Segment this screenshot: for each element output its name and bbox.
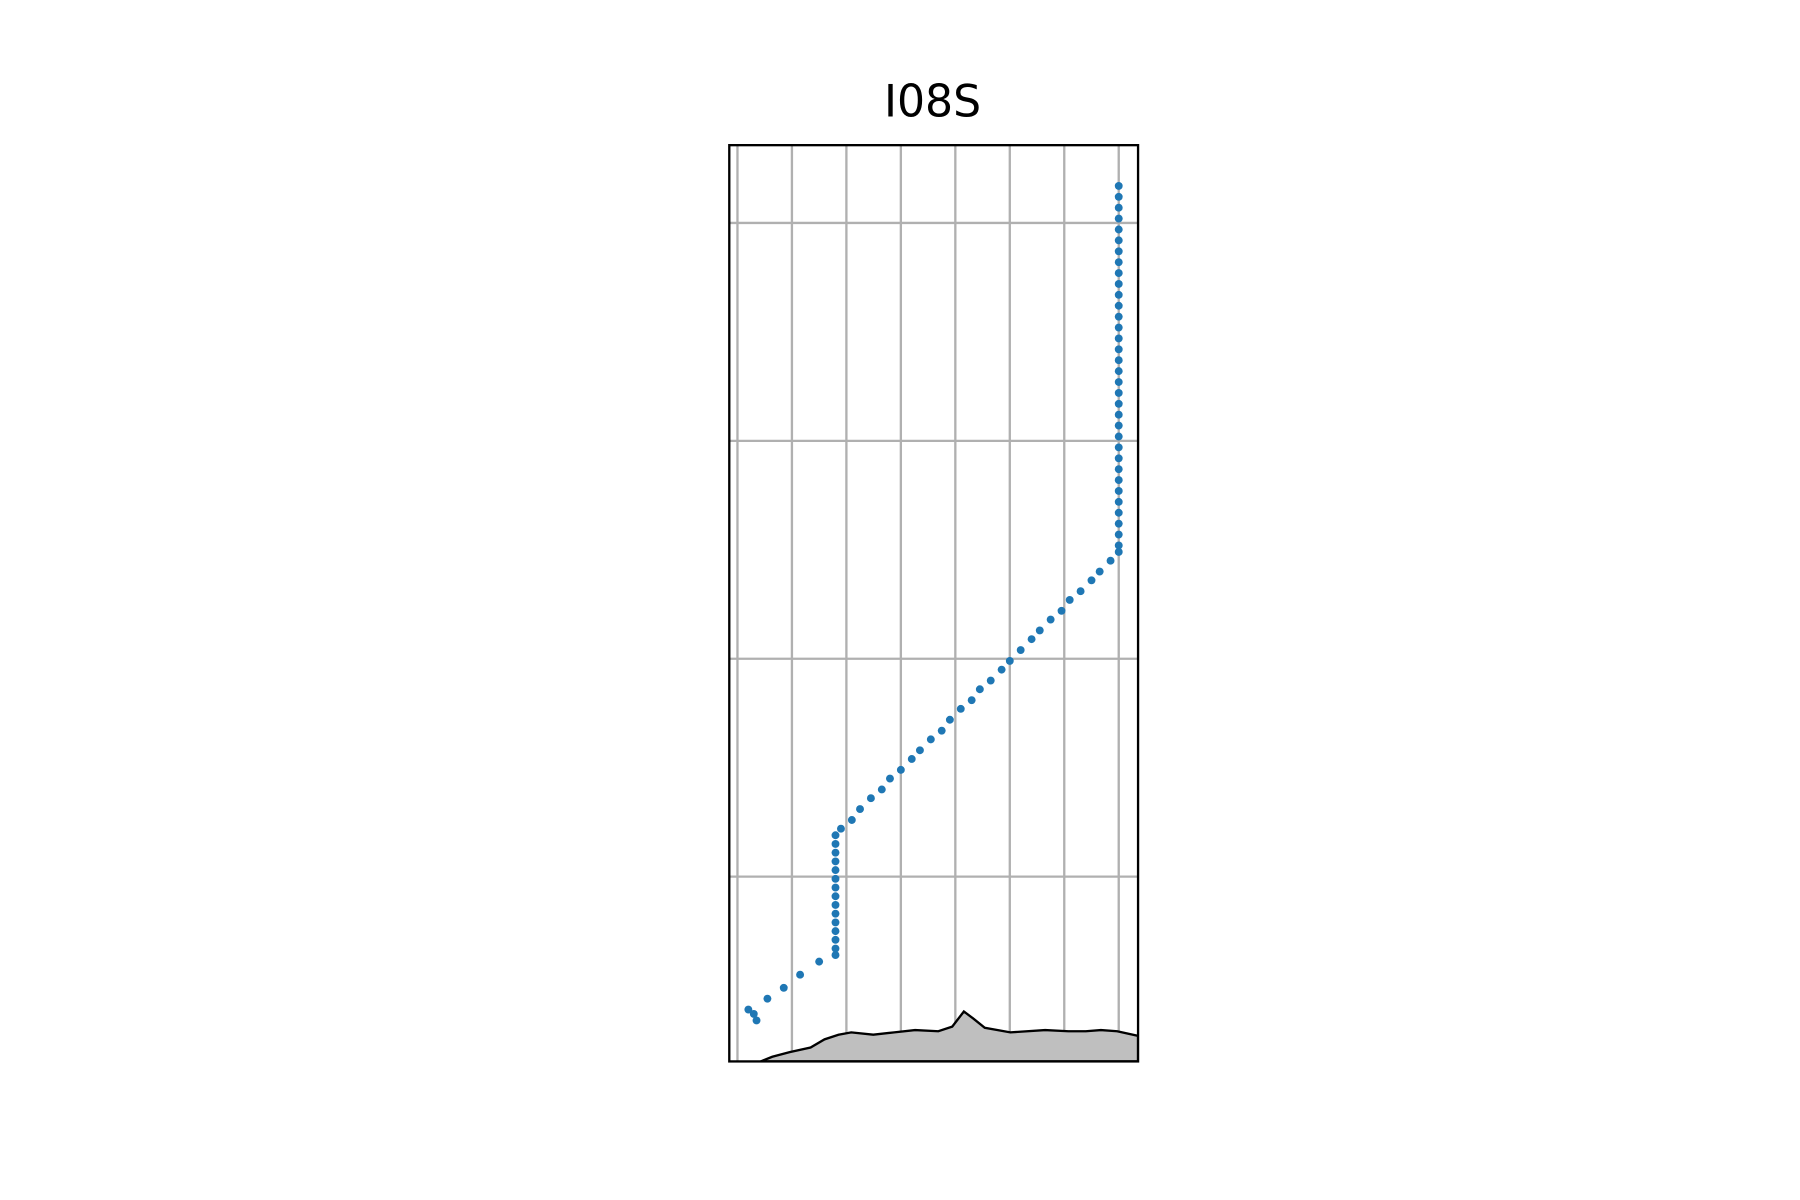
station-point	[1114, 312, 1123, 321]
station-point	[831, 935, 840, 944]
station-point	[1114, 192, 1123, 201]
station-point	[847, 816, 856, 824]
station-point	[1114, 530, 1123, 539]
station-point	[831, 951, 840, 960]
station-point	[915, 746, 924, 755]
station-point	[1114, 367, 1123, 376]
station-point	[831, 901, 840, 909]
grid	[729, 145, 1139, 1062]
station-point	[831, 866, 840, 875]
station-point	[1035, 626, 1044, 635]
station-point	[1114, 443, 1123, 452]
station-point	[831, 944, 840, 953]
station-point	[836, 824, 845, 833]
station-point	[749, 1009, 758, 1018]
station-point	[1114, 519, 1123, 528]
station-point	[1106, 556, 1115, 565]
station-point	[1114, 290, 1123, 299]
station-point	[866, 794, 875, 803]
station-point	[1076, 587, 1085, 596]
station-point	[831, 840, 840, 848]
station-point	[831, 857, 840, 866]
station-point	[796, 970, 805, 979]
station-point	[831, 874, 840, 883]
station-point	[752, 1016, 761, 1025]
station-point	[1027, 635, 1036, 644]
station-point	[1114, 508, 1123, 517]
station-point	[831, 831, 840, 840]
station-point	[1114, 269, 1123, 278]
station-point	[1114, 454, 1123, 463]
station-point	[1114, 236, 1123, 245]
station-point	[1114, 548, 1123, 556]
station-point	[937, 726, 946, 735]
station-point	[1114, 487, 1123, 495]
station-point	[1114, 421, 1123, 430]
station-point	[1114, 388, 1123, 397]
station-point	[1005, 656, 1014, 665]
station-point	[1114, 280, 1123, 288]
station-point	[1114, 258, 1123, 267]
station-point	[1114, 356, 1123, 365]
station-point	[1114, 378, 1123, 386]
station-point	[1114, 410, 1123, 419]
station-point	[1087, 576, 1096, 585]
station-point	[831, 892, 840, 901]
station-point	[1114, 301, 1123, 310]
station-point	[986, 676, 995, 685]
station-point	[956, 704, 965, 713]
chart-title: I08S	[884, 77, 981, 128]
station-point	[1114, 345, 1123, 354]
station-point	[1114, 323, 1123, 332]
station-point	[744, 1005, 753, 1014]
station-point	[1114, 214, 1123, 223]
station-point	[1114, 465, 1123, 474]
station-point	[926, 735, 935, 744]
station-point	[831, 883, 840, 892]
station-point	[1016, 646, 1025, 654]
station-point	[1114, 541, 1123, 550]
station-point	[856, 805, 864, 814]
station-point	[1114, 225, 1123, 234]
station-point	[1114, 399, 1123, 408]
station-point	[1114, 334, 1123, 343]
station-point	[831, 848, 840, 857]
station-point	[1046, 615, 1055, 624]
plot-frame	[728, 144, 1140, 1063]
station-point	[831, 927, 840, 936]
station-point	[831, 918, 840, 927]
station-point	[831, 909, 840, 918]
station-point	[1114, 203, 1123, 212]
station-point	[1114, 497, 1123, 506]
station-point	[907, 755, 916, 763]
station-point	[886, 774, 894, 783]
station-point	[975, 685, 984, 694]
station-point	[1065, 595, 1074, 604]
station-point	[1114, 476, 1123, 485]
station-point	[1114, 247, 1123, 256]
station-point	[877, 785, 886, 794]
station-point	[779, 983, 788, 992]
points	[744, 181, 1123, 1025]
station-point	[997, 665, 1006, 674]
station-point	[1057, 606, 1066, 615]
station-point	[1114, 181, 1123, 190]
station-point	[967, 696, 976, 705]
station-point	[896, 765, 905, 774]
land	[760, 1009, 1139, 1062]
station-point	[945, 715, 954, 724]
station-point	[1114, 432, 1123, 441]
station-point	[763, 994, 772, 1003]
station-point	[1095, 567, 1104, 576]
station-point	[815, 957, 824, 966]
